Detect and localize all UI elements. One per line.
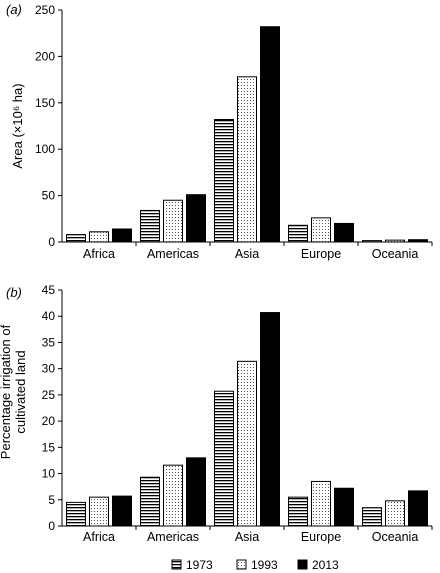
panel-a-bar-1973 [362,240,382,243]
panel-b-category-label: Europe [301,530,341,544]
panel-b-bar-1993 [385,500,405,527]
legend-item-2013: 2013 [297,558,339,572]
legend-item-1993: 1993 [236,558,278,572]
panel-b-y-tick-label: 40 [42,309,56,323]
legend-swatch-2013 [297,559,308,570]
legend-label-2013: 2013 [312,558,339,572]
panel-a-category-label: Asia [235,247,259,261]
panel-b-bar-2013 [408,490,428,527]
panel-a-bar-2013 [112,228,132,243]
legend: 1973 1993 2013 [171,558,339,572]
panel-b-plot-area: 0 5 10 15 20 25 30 35 40 45 Africa Americas Asia Euro… [42,283,433,544]
panel-b-y-tick-label: 15 [42,440,56,454]
panel-b-y-axis-label-line-2: cultivated land [13,350,28,433]
panel-b: (b) Percentage irrigation of cultivated … [0,283,433,544]
panel-a-bar-1973 [214,119,234,243]
panel-a-bar-1993 [163,199,183,243]
panel-b-bar-1973 [288,496,308,527]
legend-swatch-1973 [171,559,182,570]
panel-a-bar-1973 [66,234,86,243]
panel-b-category-label: Asia [235,530,259,544]
panel-b-bar-1973 [140,476,160,527]
panel-b-bar-1973 [66,501,86,527]
panel-b-label: (b) [6,285,22,300]
panel-b-category-label: Americas [147,530,199,544]
panel-a-category-label: Oceania [372,247,419,261]
legend-swatch-1993 [236,559,247,570]
panel-b-category-label: Oceania [372,530,419,544]
panel-a-y-axis-label: Area (×10⁶ ha) [10,83,25,168]
panel-b-y-tick-label: 25 [42,388,56,402]
panel-a-category-label: Americas [147,247,199,261]
panel-b-bar-2013 [260,312,280,527]
panel-b-bar-1973 [214,390,234,527]
legend-label-1973: 1973 [186,558,213,572]
panel-a-bar-1973 [288,224,308,243]
panel-a-bar-2013 [260,26,280,243]
panel-b-y-tick-label: 0 [48,519,55,533]
panel-a-bar-2013 [408,239,428,243]
panel-b-bar-1993 [311,480,331,527]
panel-a-bar-1973 [140,209,160,243]
panel-a: (a) Area (×10⁶ ha) 0 50 100 150 200 250 Africa… [6,2,433,261]
panel-a-y-tick-label: 0 [48,235,55,249]
panel-b-category-label: Africa [83,530,115,544]
panel-a-bar-2013 [334,222,354,243]
panel-b-bar-2013 [334,487,354,527]
panel-b-y-tick-label: 45 [42,283,56,297]
panel-b-y-tick-label: 5 [48,493,55,507]
panel-b-bar-1993 [237,360,257,527]
panel-a-y-tick-label: 150 [35,96,55,110]
panel-b-y-tick-label: 10 [42,467,56,481]
panel-a-y-tick-label: 250 [35,3,55,17]
panel-b-y-tick-label: 35 [42,335,56,349]
panel-b-bar-2013 [112,495,132,527]
panel-a-y-tick-label: 200 [35,49,55,63]
panel-b-bar-1993 [163,464,183,527]
panel-a-category-label: Africa [83,247,115,261]
panel-b-y-tick-label: 30 [42,362,56,376]
panel-a-plot-area: 0 50 100 150 200 250 Africa Americas Asia Europe O… [35,3,433,261]
legend-label-1993: 1993 [251,558,278,572]
panel-a-bar-1993 [311,217,331,243]
panel-a-bar-1993 [385,239,405,243]
panel-a-bar-2013 [186,194,206,243]
panel-a-bar-1993 [237,76,257,243]
panel-b-bar-1973 [362,507,382,527]
panel-a-y-tick-label: 100 [35,142,55,156]
panel-a-bar-1993 [89,231,109,243]
panel-a-y-tick-label: 50 [42,189,56,203]
panel-a-category-label: Europe [301,247,341,261]
panel-b-y-tick-label: 20 [42,414,56,428]
panel-b-bar-2013 [186,457,206,527]
panel-b-y-axis-label-line-1: Percentage irrigation of [0,324,13,459]
panel-a-label: (a) [6,2,22,17]
legend-item-1973: 1973 [171,558,213,572]
panel-b-bar-1993 [89,496,109,527]
